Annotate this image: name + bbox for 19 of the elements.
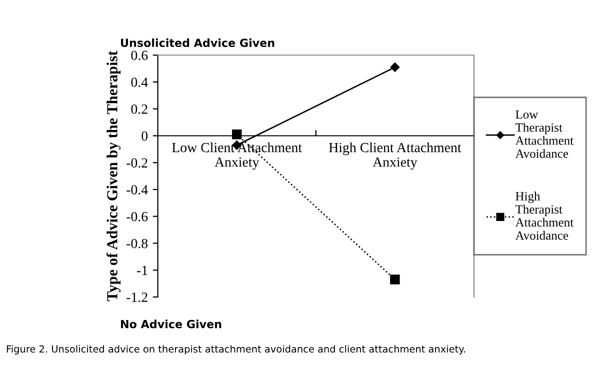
point bbox=[390, 62, 400, 72]
y-tick-label: 0 bbox=[142, 131, 148, 141]
y-tick-label: -0.2 bbox=[126, 158, 148, 168]
y-axis-title: Type of Advice Given by the Therapist bbox=[106, 50, 121, 302]
y-tick-label: -1 bbox=[137, 266, 148, 275]
point bbox=[390, 274, 400, 284]
caption: Figure 2. Unsolicited advice on therapist attachment avoidance and client attachment anxiety. bbox=[6, 345, 466, 355]
y-tick-label: -0.4 bbox=[126, 185, 148, 195]
x-tick-label: High Client Attachment Anxiety bbox=[329, 142, 462, 170]
y-tick-label: -0.8 bbox=[126, 238, 148, 248]
legend-label: High Therapist Attachment Avoidance bbox=[515, 192, 574, 240]
y-tick-label: 0.6 bbox=[131, 50, 148, 60]
y-tick-label: 0.4 bbox=[131, 78, 148, 88]
legend-label: Low Therapist Attachment Avoidance bbox=[515, 110, 574, 158]
text: No Advice Given bbox=[121, 320, 222, 328]
y-tick-label: -0.6 bbox=[126, 212, 148, 222]
y-tick-label: 0.2 bbox=[131, 104, 148, 114]
text: Unsolicited Advice Given bbox=[121, 38, 274, 48]
y-tick-label: -1.2 bbox=[126, 292, 148, 302]
